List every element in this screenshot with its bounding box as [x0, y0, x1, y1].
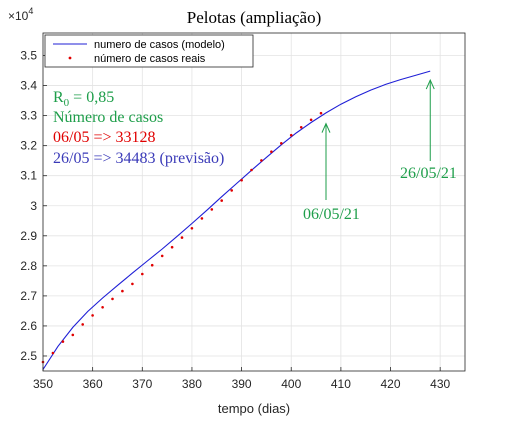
y-tick-label: 2.7 [20, 289, 37, 303]
annotation-numero-casos: Número de casos [53, 109, 163, 126]
data-point-reais [270, 150, 273, 153]
data-point-reais [121, 289, 124, 293]
data-point-reais [190, 227, 194, 230]
annotation-arrow-head [321, 122, 331, 133]
data-point-reais [240, 178, 243, 182]
x-tick-label: 370 [132, 377, 152, 391]
y-exponent-power: 4 [28, 6, 33, 16]
x-tick-label: 420 [381, 377, 401, 391]
data-point-reais [61, 340, 65, 343]
y-tick-label: 3.3 [20, 109, 37, 123]
annotation-arrow-head [425, 78, 435, 90]
data-point-reais [200, 217, 204, 220]
x-tick-label: 350 [33, 377, 53, 391]
annotation-2605-forecast: 26/05 => 34483 (previsão) [53, 150, 224, 167]
y-tick-label: 2.8 [20, 259, 37, 273]
data-point-reais [299, 126, 303, 129]
data-point-reais [131, 282, 134, 286]
data-point-reais [280, 142, 283, 145]
data-point-reais [111, 297, 114, 301]
legend-marker-reais [68, 56, 72, 60]
y-tick-label: 3.1 [20, 169, 37, 183]
data-point-reais [319, 111, 323, 115]
annotation-r0: R0 = 0,85 [53, 89, 114, 109]
annotation-date-0605: 06/05/21 [303, 206, 360, 223]
annotation-r0-value: = 0,85 [69, 89, 114, 106]
x-tick-label: 430 [430, 377, 450, 391]
data-point-reais [170, 245, 174, 249]
data-point-reais [309, 118, 313, 122]
y-tick-label: 2.9 [20, 229, 37, 243]
legend-text-modelo: numero de casos (modelo) [94, 39, 225, 51]
chart-title: Pelotas (ampliação) [187, 8, 322, 27]
plot-area [43, 33, 465, 371]
annotation-arrows [321, 78, 435, 200]
data-point-reais [141, 272, 144, 276]
data-point-reais [160, 254, 164, 258]
y-tick-label: 3.4 [20, 79, 37, 93]
x-tick-label: 360 [83, 377, 103, 391]
x-tick-label: 410 [331, 377, 351, 391]
data-point-reais [250, 168, 253, 172]
axes-box [42, 32, 466, 372]
data-point-reais [51, 351, 55, 355]
data-point-reais [260, 159, 263, 162]
annotation-date-2605: 26/05/21 [400, 165, 457, 182]
data-point-reais [81, 323, 84, 326]
data-point-reais [289, 133, 293, 137]
data-point-reais [210, 208, 214, 211]
x-axis-label: tempo (dias) [218, 401, 290, 416]
y-tick-label: 2.6 [20, 319, 37, 333]
y-tick-label: 3 [30, 199, 37, 213]
y-tick-label: 2.5 [20, 349, 37, 363]
x-tick-label: 390 [232, 377, 252, 391]
annotations: R0 = 0,85 Número de casos 06/05 => 33128… [53, 78, 457, 223]
data-point-reais [71, 333, 75, 337]
data-point-reais [230, 189, 233, 192]
legend-text-reais: número de casos reais [94, 53, 206, 65]
legend-box [44, 34, 254, 68]
annotation-r0-subscript: 0 [64, 97, 70, 109]
annotation-0605-value: 06/05 => 33128 [53, 129, 156, 146]
y-exponent-base: ×10 [8, 9, 29, 23]
data-point-reais [91, 314, 94, 317]
x-tick-label: 380 [182, 377, 202, 391]
data-point-reais [150, 263, 154, 267]
data-point-reais [101, 306, 104, 309]
x-tick-label: 400 [281, 377, 301, 391]
data-point-reais [180, 236, 184, 239]
y-exponent-label: ×104 [8, 6, 33, 23]
legend: numero de casos (modelo) número de casos… [44, 34, 254, 68]
grid [42, 33, 465, 371]
annotation-r0-symbol: R [53, 89, 64, 106]
y-tick-label: 3.5 [20, 49, 37, 63]
y-tick-label: 3.2 [20, 139, 37, 153]
ticks: 350 360 370 380 390 400 410 420 430 2.5 2.6 2.7 2.8 2… [20, 49, 450, 391]
data-point-reais [220, 199, 223, 202]
series-layer [41, 70, 431, 370]
series-line-modelo [42, 70, 431, 370]
